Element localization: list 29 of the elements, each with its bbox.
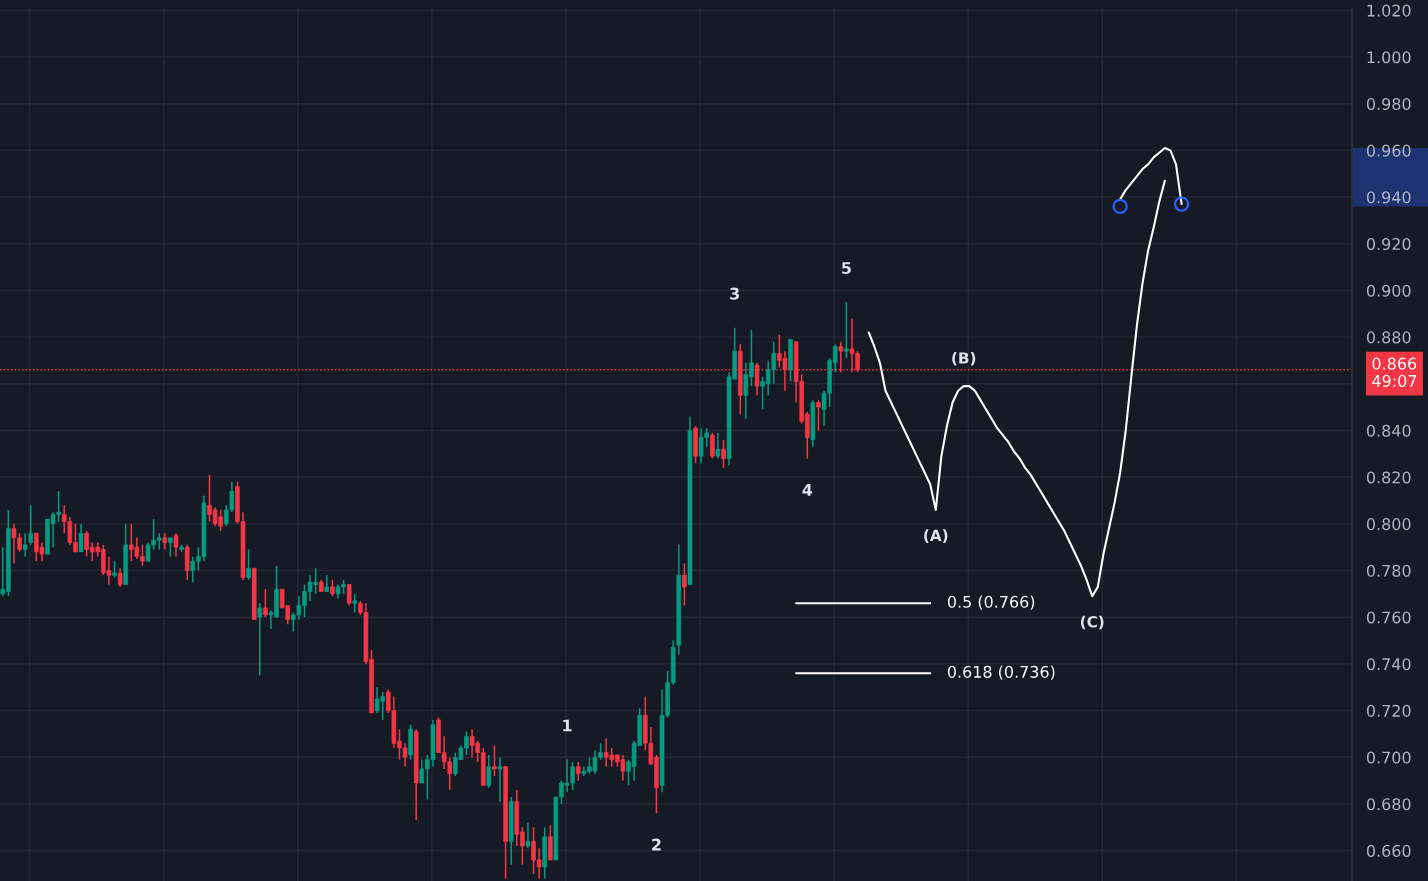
y-tick-label: 0.940 (1366, 191, 1411, 204)
text: 4 (802, 484, 813, 496)
y-tick-label: 0.980 (1366, 97, 1411, 110)
y-tick-label: 0.800 (1366, 518, 1411, 531)
y-tick-label: 0.680 (1366, 798, 1411, 811)
y-tick-label: 0.880 (1366, 331, 1411, 344)
text: 2 (652, 838, 661, 851)
y-tick-label: 0.720 (1366, 704, 1411, 717)
data-label: (C) (1080, 615, 1104, 630)
series-label: 0.5 (0.766) (947, 595, 1035, 610)
y-tick-label: 0.660 (1366, 844, 1411, 857)
y-tick-label: 0.920 (1366, 237, 1411, 251)
series-label: 0.618 (0.736) (947, 665, 1055, 680)
text: 1 (563, 719, 572, 732)
y-tick-label: 0.840 (1366, 424, 1411, 437)
ref-line-label: 0.866 49:07 (1372, 357, 1417, 387)
text: 5 (842, 262, 851, 275)
y-tick-label: 0.820 (1366, 471, 1411, 484)
y-tick-label: 1.020 (1367, 4, 1411, 17)
y-tick-label: 0.960 (1366, 144, 1411, 157)
y-tick-label: 1.000 (1367, 51, 1411, 64)
data-label: (B) (952, 351, 976, 366)
y-tick-label: 0.760 (1366, 611, 1411, 624)
y-tick-label: 0.900 (1366, 284, 1411, 297)
y-tick-label: 0.780 (1366, 564, 1411, 577)
y-tick-label: 0.740 (1366, 658, 1411, 671)
data-label: (A) (924, 529, 948, 543)
text: 3 (730, 287, 739, 300)
y-tick-label: 0.700 (1366, 751, 1411, 764)
